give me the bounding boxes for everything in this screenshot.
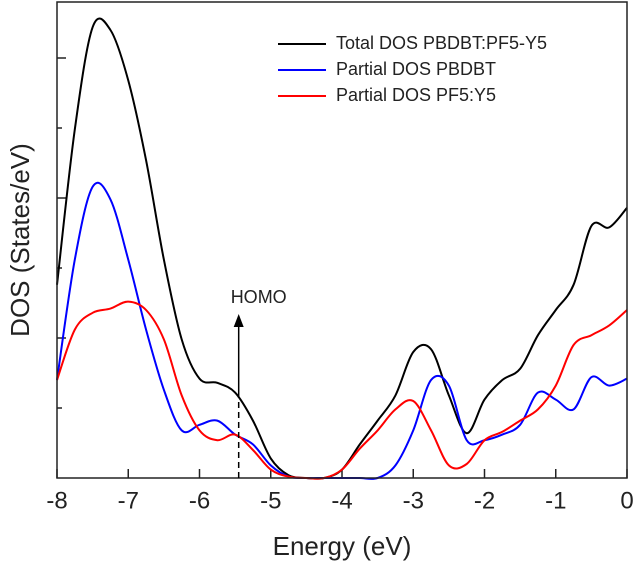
x-tick-label: -3	[403, 487, 424, 514]
x-tick-label: -4	[331, 487, 352, 514]
x-tick-label: -8	[46, 487, 67, 514]
legend-label: Total DOS PBDBT:PF5-Y5	[336, 33, 547, 53]
annotation-text: HOMO	[231, 287, 287, 307]
y-axis-label: DOS (States/eV)	[5, 143, 35, 337]
x-tick-label: -2	[474, 487, 495, 514]
x-tick-label: -5	[260, 487, 281, 514]
arrow-head	[233, 314, 244, 327]
x-tick-label: -6	[189, 487, 210, 514]
x-tick-label: 0	[620, 487, 633, 514]
x-axis-label: Energy (eV)	[273, 531, 412, 561]
series-line	[56, 300, 628, 480]
plot-frame	[56, 1, 628, 479]
legend-label: Partial DOS PF5:Y5	[336, 85, 496, 105]
x-tick-label: -7	[118, 487, 139, 514]
x-tick-label: -1	[545, 487, 566, 514]
legend-label: Partial DOS PBDBT	[336, 59, 496, 79]
